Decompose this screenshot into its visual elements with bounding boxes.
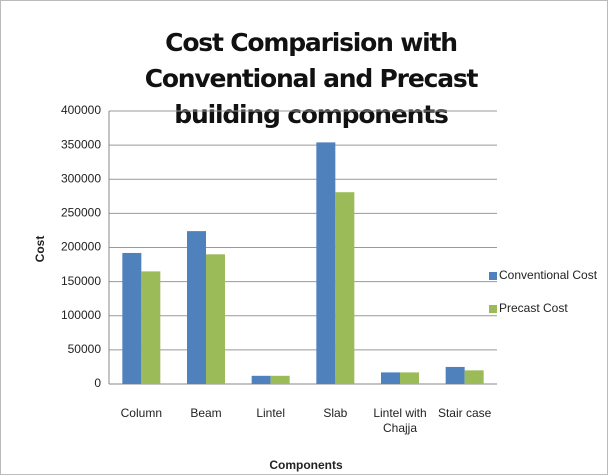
y-tick-label: 100000 — [61, 308, 101, 322]
y-tick-label: 0 — [94, 376, 101, 390]
bar — [400, 372, 419, 384]
y-tick-label: 250000 — [61, 206, 101, 220]
bar — [251, 375, 271, 384]
x-tick-label: Slab — [323, 406, 348, 420]
bar — [122, 252, 142, 384]
legend-swatch — [489, 272, 497, 280]
x-tick-label: Beam — [190, 406, 222, 420]
x-axis-title: Components — [269, 458, 343, 472]
y-tick-label: 300000 — [61, 171, 101, 185]
chart-title: Cost Comparision with Conventional and P… — [144, 28, 479, 129]
legend-label: Conventional Cost — [499, 268, 598, 282]
x-tick-label: Stair case — [437, 406, 492, 420]
y-tick-label: 50000 — [68, 342, 102, 356]
y-tick-label: 200000 — [61, 240, 101, 254]
bar — [206, 254, 225, 384]
bar — [141, 271, 161, 384]
x-tick-label: Column — [120, 406, 162, 420]
bar — [335, 192, 355, 384]
x-tick-label: Lintel — [256, 406, 285, 420]
bar — [187, 231, 206, 384]
x-tick-label: Lintel with Chajja — [373, 406, 427, 435]
bar — [445, 366, 465, 384]
bar — [381, 372, 400, 384]
y-tick-label: 350000 — [61, 137, 101, 151]
y-tick-label: 150000 — [61, 274, 101, 288]
y-tick-label: 400000 — [61, 103, 101, 117]
bar — [464, 370, 484, 384]
legend-swatch — [489, 305, 497, 313]
legend-label: Precast Cost — [499, 301, 568, 315]
y-axis-title: Cost — [33, 236, 47, 263]
bar — [316, 142, 336, 384]
bar — [270, 375, 290, 384]
